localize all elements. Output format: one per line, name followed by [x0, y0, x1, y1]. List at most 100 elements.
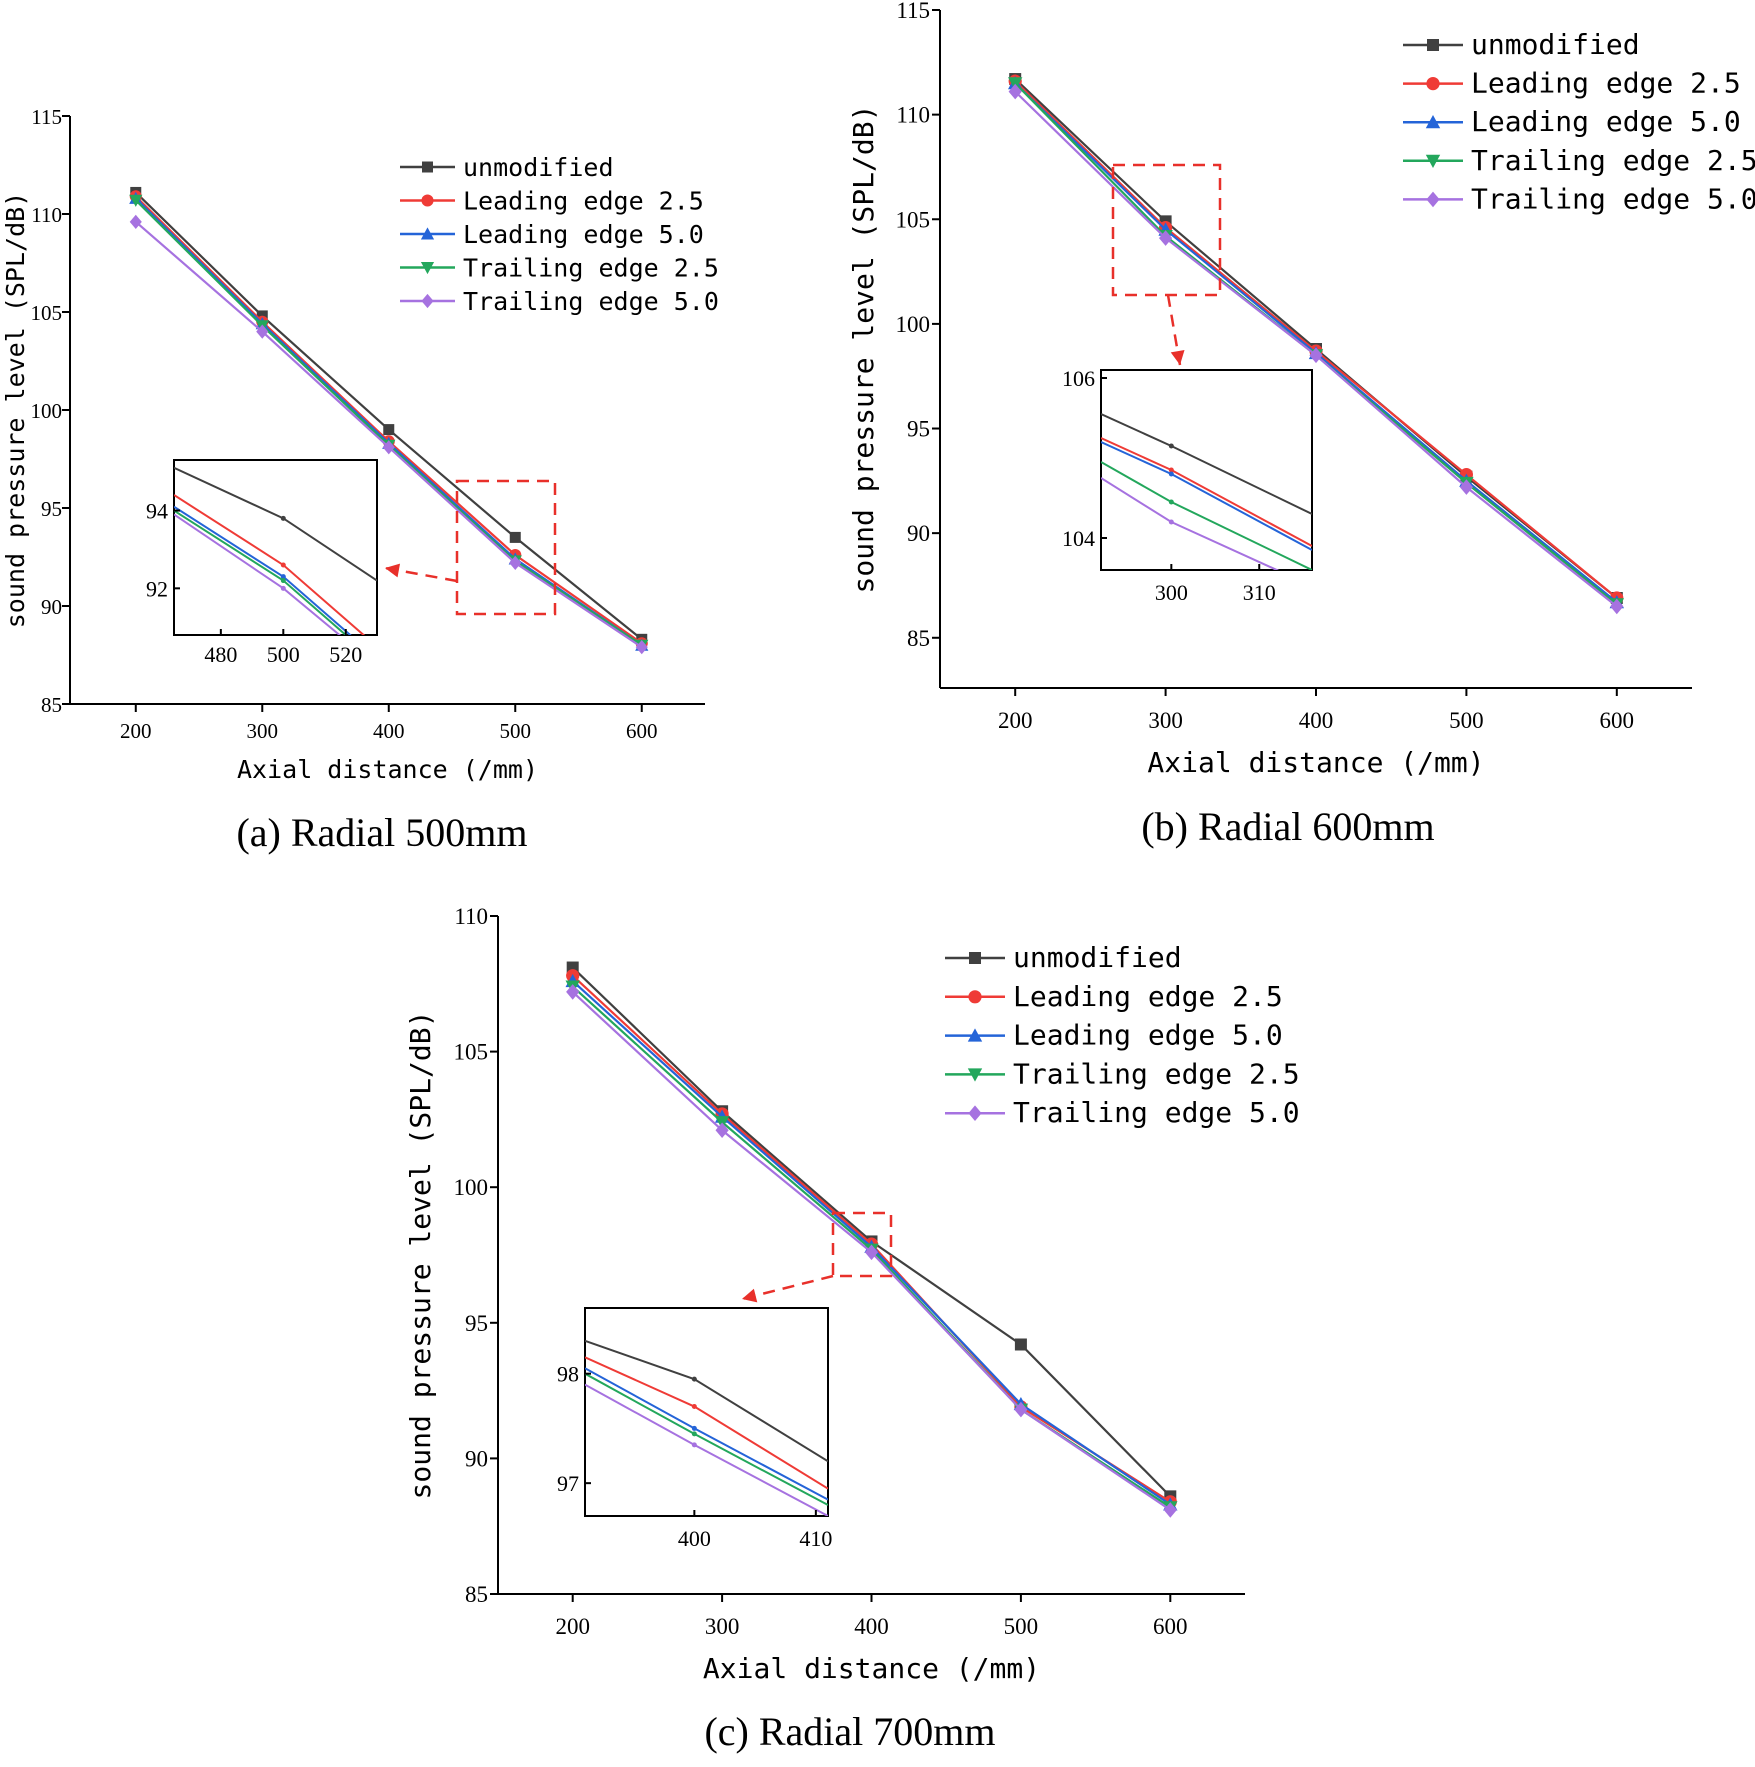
y-tick-label: 95	[907, 417, 930, 442]
inset-y-tick-label: 104	[1062, 526, 1095, 551]
inset-y-tick-label: 97	[557, 1471, 579, 1496]
inset-frame	[173, 459, 378, 636]
legend-marker-leading_2_5	[1426, 77, 1440, 91]
legend-label-trailing_2_5: Trailing edge 2.5	[1471, 144, 1755, 177]
legend-marker-trailing_2_5	[967, 1068, 983, 1082]
inset-frame	[1100, 369, 1313, 571]
inset-plot	[1101, 413, 1312, 570]
data-point-trailing_5_0	[1459, 479, 1473, 495]
data-point-trailing_5_0	[1163, 1502, 1177, 1518]
inset-point-trailing_5_0	[691, 1442, 697, 1448]
y-tick-label: 105	[31, 301, 63, 325]
x-tick-label: 500	[1004, 1614, 1039, 1639]
zoom-arrow-line	[1166, 294, 1182, 366]
zoom-region-box	[831, 1211, 893, 1278]
legend-marker-trailing_5_0	[421, 293, 434, 309]
data-point-trailing_5_0	[1309, 347, 1323, 364]
x-tick-label: 400	[373, 719, 405, 743]
x-tick-label: 300	[247, 719, 279, 743]
y-tick-label: 115	[31, 105, 62, 129]
inset-x-tick-label: 400	[678, 1526, 711, 1551]
legend-marker-trailing_2_5	[1425, 154, 1441, 168]
data-point-unmodified	[1014, 1338, 1027, 1351]
x-tick-label: 200	[555, 1614, 590, 1639]
legend-label-leading_2_5: Leading edge 2.5	[1013, 980, 1283, 1013]
x-axis-title: Axial distance (/mm)	[1147, 746, 1484, 779]
legend-label-trailing_5_0: Trailing edge 5.0	[463, 287, 719, 316]
y-tick-label: 95	[465, 1311, 488, 1336]
inset-point-leading_2_5	[280, 562, 286, 568]
inset-point-leading_5_0	[691, 1425, 697, 1431]
legend-label-trailing_2_5: Trailing edge 2.5	[463, 254, 719, 283]
inset-point-leading_5_0	[1168, 471, 1174, 477]
data-point-trailing_5_0	[566, 984, 580, 1000]
inset-x-tick-label: 520	[329, 642, 362, 667]
x-tick-label: 600	[1153, 1614, 1188, 1639]
legend-marker-unmodified	[969, 952, 981, 964]
x-tick-label: 600	[1600, 708, 1635, 733]
inset-frame	[584, 1307, 829, 1517]
legend-marker-trailing_5_0	[968, 1105, 982, 1121]
legend-label-trailing_2_5: Trailing edge 2.5	[1013, 1057, 1300, 1090]
legend-label-leading_2_5: Leading edge 2.5	[1471, 67, 1741, 100]
inset-point-leading_2_5	[691, 1404, 697, 1410]
y-tick-label: 100	[454, 1175, 489, 1200]
inset-y-tick-label: 92	[146, 576, 168, 601]
legend-marker-unmodified	[1427, 39, 1439, 51]
y-tick-label: 115	[896, 0, 930, 23]
y-tick-label: 110	[896, 103, 930, 128]
inset-y-tick-label: 94	[146, 499, 168, 524]
y-tick-label: 90	[41, 595, 62, 619]
legend-marker-leading_2_5	[968, 990, 982, 1004]
y-axis-title: sound pressure level (SPL/dB)	[847, 105, 880, 594]
legend-label-unmodified: unmodified	[463, 153, 614, 182]
zoom-arrow-line	[741, 1274, 834, 1301]
data-point-trailing_5_0	[129, 214, 142, 229]
x-axis-title: Axial distance (/mm)	[703, 1652, 1040, 1685]
legend-label-leading_2_5: Leading edge 2.5	[463, 187, 704, 216]
inset-x-tick-label: 310	[1243, 580, 1276, 605]
inset-point-trailing_2_5	[1168, 499, 1174, 505]
y-axis-title: sound pressure level (SPL/dB)	[1, 192, 30, 629]
inset-x-tick-label: 500	[267, 642, 300, 667]
data-point-trailing_5_0	[1159, 230, 1173, 246]
y-tick-label: 90	[907, 521, 930, 546]
data-point-unmodified	[383, 424, 395, 436]
panel-caption: (b) Radial 600mm	[1141, 804, 1434, 849]
inset-point-unmodified	[280, 515, 286, 521]
legend-label-trailing_5_0: Trailing edge 5.0	[1471, 182, 1755, 215]
legend-marker-leading_2_5	[421, 194, 434, 207]
inset-point-unmodified	[691, 1376, 697, 1382]
zoom-region-box	[1111, 163, 1222, 297]
y-tick-label: 100	[896, 312, 931, 337]
inset-point-unmodified	[1168, 443, 1174, 449]
inset-x-tick-label: 410	[799, 1526, 832, 1551]
legend-label-unmodified: unmodified	[1013, 941, 1182, 974]
legend-label-trailing_5_0: Trailing edge 5.0	[1013, 1096, 1300, 1129]
legend-label-leading_5_0: Leading edge 5.0	[1013, 1019, 1283, 1052]
y-tick-label: 95	[41, 497, 62, 521]
inset-x-tick-label: 480	[204, 642, 237, 667]
panel-caption: (c) Radial 700mm	[704, 1709, 995, 1754]
data-point-trailing_5_0	[635, 640, 648, 655]
legend-marker-unmodified	[422, 161, 433, 173]
y-tick-label: 110	[454, 904, 488, 929]
inset-x-tick-label: 300	[1155, 580, 1188, 605]
y-tick-label: 105	[454, 1040, 489, 1065]
legend-marker-trailing_5_0	[1426, 191, 1440, 208]
x-axis-title: Axial distance (/mm)	[237, 755, 538, 784]
data-point-trailing_5_0	[382, 440, 395, 455]
panel-a: 85 90 95 100 105 110 115 200 300 400 500 600 Axial d…	[1, 105, 719, 855]
y-axis-title: sound pressure level (SPL/dB)	[404, 1011, 437, 1500]
x-tick-label: 200	[120, 719, 152, 743]
inset-point-trailing_5_0	[280, 585, 286, 591]
y-tick-label: 85	[41, 693, 62, 717]
data-point-unmodified	[509, 531, 521, 543]
x-tick-label: 500	[1449, 708, 1484, 733]
x-tick-label: 600	[626, 719, 658, 743]
y-tick-label: 100	[31, 399, 63, 423]
legend-marker-leading_5_0	[1425, 115, 1441, 129]
zoom-arrow-head	[1170, 350, 1185, 365]
x-tick-label: 200	[998, 708, 1033, 733]
